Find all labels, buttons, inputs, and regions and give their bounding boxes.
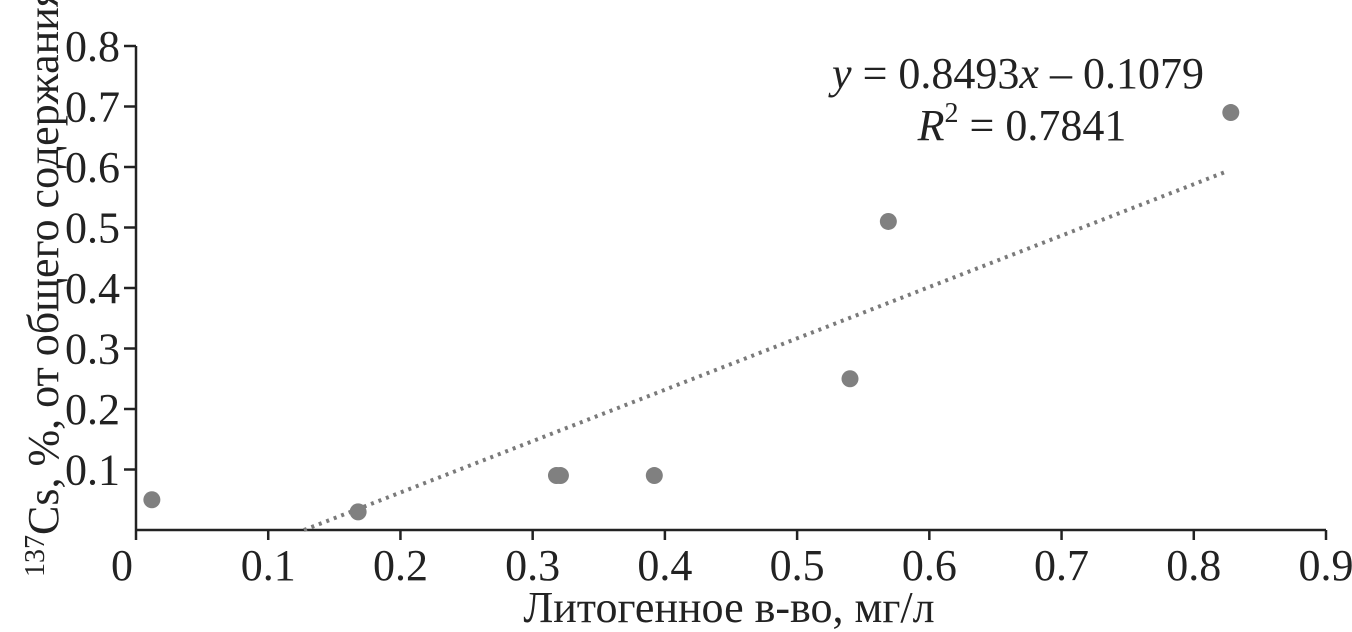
data-point: [841, 370, 859, 388]
x-tick-label: 0.2: [373, 541, 428, 590]
x-tick-label: 0.5: [770, 541, 825, 590]
data-point: [1222, 104, 1240, 122]
trendline: [303, 169, 1228, 532]
x-tick-label: 0.7: [1034, 541, 1089, 590]
x-tick-label: 0.1: [241, 541, 296, 590]
y-tick-label: 0.6: [65, 143, 120, 192]
equation-y-var: y: [828, 49, 852, 98]
y-axis-title-text: Cs, %, от общего содержания: [19, 0, 68, 535]
y-axis-ticks: 0.1 0.2 0.3 0.4 0.5 0.6 0.7 0.8: [65, 22, 136, 495]
equation-coefficient: = 0.8493: [852, 49, 1020, 98]
r-squared-power: 2: [945, 98, 959, 129]
data-point: [551, 467, 569, 485]
data-point: [879, 212, 897, 230]
x-tick-label: 0: [111, 541, 133, 590]
y-tick-label: 0.2: [65, 385, 120, 434]
data-point: [349, 503, 367, 521]
x-tick-label: 0.9: [1299, 541, 1352, 590]
y-tick-label: 0.5: [65, 204, 120, 253]
x-tick-label: 0.3: [505, 541, 560, 590]
regression-equation: y = 0.8493x – 0.1079: [828, 49, 1204, 98]
x-axis-title: Литогенное в-во, мг/л: [523, 583, 934, 632]
y-tick-label: 0.8: [65, 22, 120, 71]
data-point: [645, 467, 663, 485]
r-squared-value: = 0.7841: [959, 101, 1127, 150]
r-squared: R2 = 0.7841: [917, 98, 1127, 150]
x-tick-label: 0.6: [902, 541, 957, 590]
r-squared-r: R: [917, 101, 945, 150]
x-tick-label: 0.8: [1166, 541, 1221, 590]
data-points: [143, 104, 1240, 521]
equation-x-var: x: [1018, 49, 1039, 98]
y-axis-title: 137Cs, %, от общего содержания: [19, 0, 68, 577]
x-tick-label: 0.4: [637, 541, 692, 590]
y-axis-title-superscript: 137: [20, 535, 51, 577]
x-axis-ticks: 0 0.1 0.2 0.3 0.4 0.5 0.6 0.7 0.8 0.9: [111, 530, 1352, 590]
equation-intercept: – 0.1079: [1039, 49, 1204, 98]
y-tick-label: 0.1: [65, 446, 120, 495]
data-point: [143, 491, 161, 509]
y-tick-label: 0.7: [65, 83, 120, 132]
y-tick-label: 0.4: [65, 264, 120, 313]
y-tick-label: 0.3: [65, 325, 120, 374]
